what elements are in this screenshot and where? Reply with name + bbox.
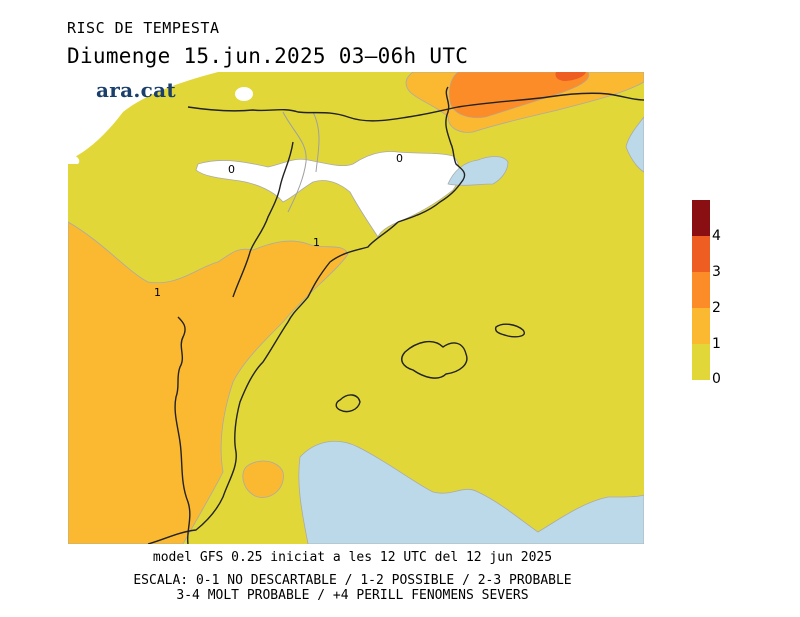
map-title: RISC DE TEMPESTA [67,19,220,37]
legend-tick-4: 4 [712,228,721,244]
contour-label-0-west: 0 [228,163,235,176]
sea-area-south [298,440,644,544]
legend-swatch-1 [692,308,710,344]
island-menorca [494,323,525,338]
no-risk-area-nw [68,72,218,160]
legend-swatch-3 [692,236,710,272]
legend-swatch-0 [692,344,710,380]
contour-label-1-central: 1 [313,236,320,249]
coastline-mainland [147,221,399,544]
storm-risk-map: 0 0 1 1 [68,72,644,544]
legend-tick-3: 3 [712,264,721,280]
legend-tick-1: 1 [712,336,721,352]
risk-level-3-area-north [448,72,590,119]
border-line [174,316,191,544]
contour-label-0-east: 0 [396,152,403,165]
no-risk-area-nw-spot [68,154,80,164]
risk-level-4-area-north [555,72,586,81]
contour-label-1-west: 1 [154,286,161,299]
border-line [232,141,294,298]
brand-logo: ara.cat [96,78,176,102]
sea-area-northeast [447,156,509,186]
legend-swatch-4 [692,200,710,236]
legend-tick-0: 0 [712,371,721,387]
risk-level-2-blob-south [242,460,284,498]
island-mallorca [401,340,468,379]
risk-level-2-area-west [68,221,349,544]
sea-area-east [625,116,644,173]
footer-scale-line-2: 3-4 MOLT PROBABLE / +4 PERILL FENOMENS S… [176,588,529,603]
footer-scale-line-1: ESCALA: 0-1 NO DESCARTABLE / 1-2 POSSIBL… [133,573,572,588]
coastline-north [397,86,466,223]
color-legend [692,200,710,380]
border-line [187,92,644,122]
legend-tick-2: 2 [712,300,721,316]
white-spot-north [235,87,253,101]
no-risk-area-central [195,151,460,238]
contour-line [312,111,320,173]
contour-line [282,111,307,213]
island-ibiza [335,394,361,413]
footer-model-info: model GFS 0.25 iniciat a les 12 UTC del … [152,550,553,565]
map-subtitle: Diumenge 15.jun.2025 03–06h UTC [67,44,469,68]
legend-swatch-2 [692,272,710,308]
